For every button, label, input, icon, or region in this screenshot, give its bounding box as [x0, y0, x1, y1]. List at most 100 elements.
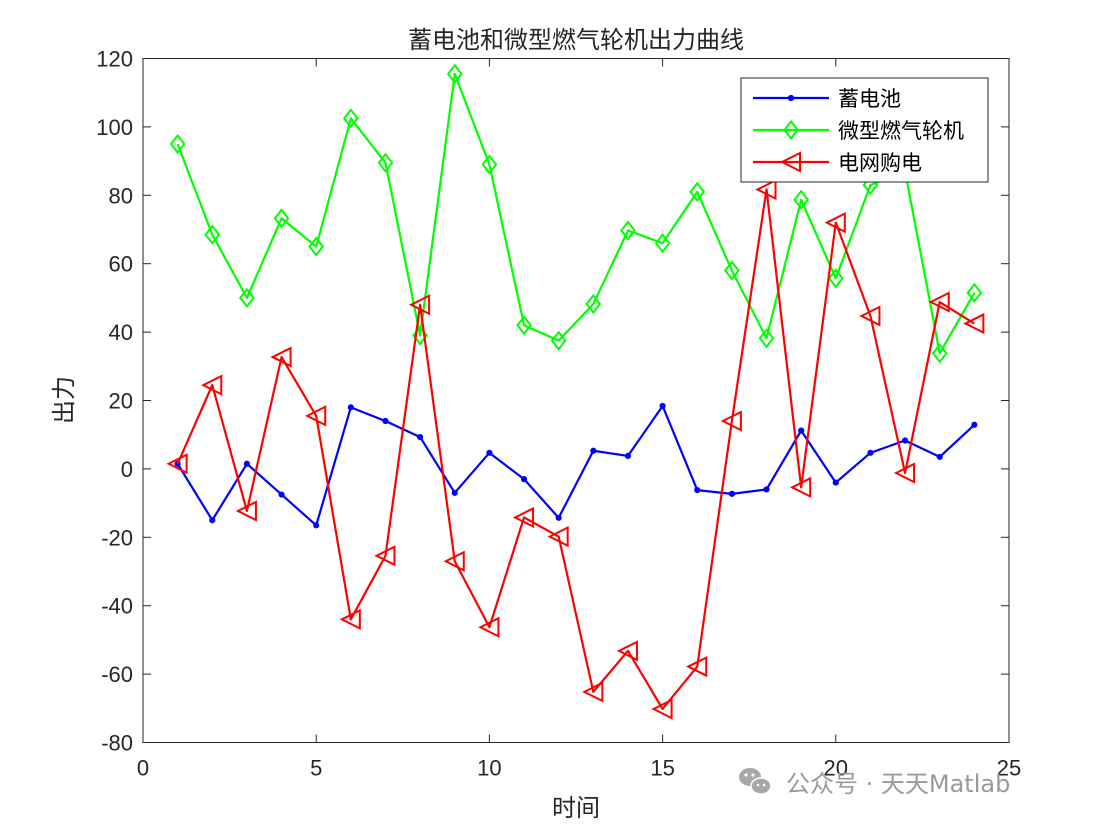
data-point — [963, 312, 985, 335]
data-point — [209, 517, 216, 524]
data-point — [417, 433, 424, 441]
data-point — [308, 236, 325, 257]
data-point — [931, 343, 948, 364]
data-point — [893, 462, 916, 484]
data-point — [313, 522, 320, 529]
series-line — [176, 188, 975, 711]
data-point — [971, 421, 978, 428]
data-point — [304, 405, 327, 427]
data-point — [235, 500, 257, 522]
data-point — [616, 640, 638, 662]
data-point — [478, 616, 500, 638]
legend-label: 电网购电 — [838, 151, 922, 175]
legend-marker — [783, 119, 799, 141]
legend-marker — [779, 151, 801, 173]
x-tick-label: 5 — [310, 756, 322, 781]
data-point — [793, 189, 810, 210]
data-point — [654, 233, 671, 254]
series-2 — [166, 178, 985, 720]
data-point — [585, 293, 602, 315]
x-tick-label: 15 — [650, 756, 674, 781]
data-point — [928, 291, 950, 313]
y-tick-label: 20 — [109, 389, 133, 414]
data-point — [728, 490, 735, 497]
data-point — [723, 260, 740, 281]
series-line — [176, 404, 976, 527]
data-point — [827, 268, 844, 289]
data-point — [451, 489, 458, 496]
data-point — [374, 545, 396, 567]
data-point — [867, 449, 874, 456]
data-point — [547, 525, 569, 548]
data-point — [516, 315, 532, 336]
x-tick-label: 10 — [477, 756, 501, 781]
series-layer — [166, 63, 985, 720]
data-point — [859, 305, 881, 327]
data-point — [443, 550, 465, 572]
data-point — [582, 681, 604, 703]
y-tick-label: -20 — [101, 525, 133, 550]
legend-label: 蓄电池 — [838, 87, 901, 111]
y-tick-label: -60 — [101, 662, 133, 687]
data-point — [659, 402, 666, 410]
data-point — [347, 404, 354, 411]
y-tick-label: 60 — [109, 252, 133, 277]
watermark-text: 公众号 · 天天Matlab — [786, 770, 1010, 798]
data-point — [689, 181, 706, 203]
data-point — [169, 133, 186, 155]
y-tick-label: 120 — [96, 47, 133, 72]
data-point — [798, 427, 805, 434]
data-point — [550, 330, 567, 351]
chart-title: 蓄电池和微型燃气轮机出力曲线 — [408, 26, 744, 54]
wechat-icon — [739, 768, 772, 795]
data-point — [901, 437, 909, 444]
data-point — [520, 476, 528, 483]
data-point — [686, 655, 708, 678]
data-point — [758, 328, 775, 349]
data-point — [512, 506, 535, 529]
data-point — [243, 460, 251, 467]
data-point — [382, 417, 389, 425]
y-tick-label: -80 — [101, 731, 133, 756]
x-tick-label: 25 — [997, 756, 1021, 781]
data-point — [720, 410, 742, 432]
data-point — [763, 486, 770, 493]
data-point — [555, 514, 562, 521]
series-1 — [169, 63, 983, 364]
data-point — [624, 452, 632, 460]
x-tick-label: 20 — [824, 756, 848, 781]
y-tick-label: 100 — [96, 115, 133, 140]
data-point — [486, 449, 493, 456]
watermark: 公众号 · 天天Matlab — [739, 768, 1010, 798]
data-point — [273, 208, 290, 229]
data-point — [824, 212, 846, 234]
data-point — [270, 346, 292, 368]
data-point — [789, 476, 812, 498]
data-point — [832, 479, 839, 486]
y-axis-label: 出力 — [50, 376, 78, 424]
data-point — [936, 453, 943, 461]
data-point — [651, 698, 673, 720]
data-point — [339, 608, 361, 630]
data-point — [446, 63, 463, 85]
data-point — [694, 487, 701, 494]
series-0 — [174, 402, 978, 529]
data-point — [481, 154, 498, 175]
data-point — [966, 282, 983, 303]
x-axis-label: 时间 — [552, 794, 600, 822]
y-tick-label: 40 — [109, 320, 133, 345]
y-tick-label: 0 — [121, 457, 133, 482]
data-point — [166, 453, 188, 475]
data-point — [377, 152, 394, 173]
data-point — [201, 374, 223, 396]
data-point — [590, 447, 597, 454]
data-point — [620, 220, 636, 241]
legend-label: 微型燃气轮机 — [838, 119, 964, 143]
y-tick-label: -40 — [101, 594, 133, 619]
legend-marker — [787, 94, 795, 102]
data-point — [278, 491, 285, 498]
y-tick-label: 80 — [109, 183, 133, 208]
data-point — [755, 178, 777, 201]
